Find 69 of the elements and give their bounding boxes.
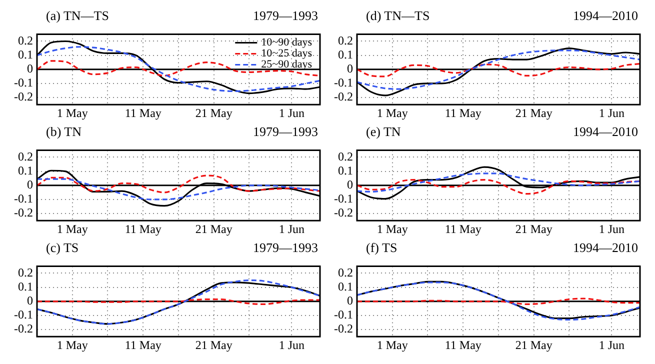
x-tick-label: 1 Jun bbox=[598, 106, 625, 120]
x-tick-label: 1 May bbox=[56, 338, 88, 352]
y-tick-label: -0.2 bbox=[14, 206, 33, 220]
x-tick-label: 11 May bbox=[444, 106, 482, 120]
y-tick-label: 0 bbox=[26, 178, 33, 192]
x-tick-label: 1 Jun bbox=[598, 222, 625, 236]
y-tick-label: 0.1 bbox=[338, 163, 353, 178]
legend-label: 10~90 days bbox=[261, 36, 312, 49]
y-tick-label: 0.2 bbox=[18, 33, 33, 48]
y-tick-label: 0 bbox=[26, 294, 33, 308]
y-tick-label: 0.1 bbox=[338, 279, 353, 294]
x-tick-label: 1 May bbox=[56, 222, 88, 236]
y-tick-label: 0 bbox=[26, 62, 33, 76]
x-tick-label: 1 May bbox=[376, 106, 408, 120]
x-tick-label: 21 May bbox=[515, 222, 552, 236]
y-tick-label: -0.1 bbox=[14, 308, 33, 322]
legend-label: 25~90 days bbox=[261, 58, 312, 71]
x-tick-label: 1 Jun bbox=[278, 222, 305, 236]
x-tick-label: 1 Jun bbox=[278, 338, 305, 352]
y-tick-label: 0.2 bbox=[338, 265, 353, 280]
chart-title: (d) TN—TS bbox=[366, 8, 430, 23]
x-tick-label: 21 May bbox=[195, 106, 232, 120]
legend-label: 10~25 days bbox=[261, 48, 312, 60]
x-tick-label: 11 May bbox=[124, 338, 162, 352]
x-tick-label: 11 May bbox=[444, 338, 482, 352]
y-tick-label: 0.1 bbox=[338, 47, 353, 62]
y-tick-label: -0.1 bbox=[14, 192, 33, 206]
chart-subtitle: 1994—2010 bbox=[573, 8, 638, 23]
x-tick-label: 11 May bbox=[124, 222, 162, 236]
x-tick-label: 21 May bbox=[515, 106, 552, 120]
y-tick-label: 0.2 bbox=[338, 33, 353, 48]
y-tick-label: 0 bbox=[346, 178, 353, 192]
y-tick-label: -0.1 bbox=[334, 308, 353, 322]
y-tick-label: -0.1 bbox=[334, 192, 353, 206]
y-tick-label: 0.2 bbox=[338, 149, 353, 164]
y-tick-label: -0.2 bbox=[334, 322, 353, 336]
chart-subtitle: 1979—1993 bbox=[253, 240, 318, 255]
chart-subtitle: 1979—1993 bbox=[253, 124, 318, 139]
y-tick-label: -0.2 bbox=[14, 90, 33, 104]
x-tick-label: 1 May bbox=[56, 106, 88, 120]
y-tick-label: 0.1 bbox=[18, 279, 33, 294]
x-tick-label: 1 May bbox=[376, 338, 408, 352]
y-tick-label: 0 bbox=[346, 62, 353, 76]
y-tick-label: -0.1 bbox=[14, 76, 33, 90]
chart-title: (e) TN bbox=[366, 124, 401, 139]
chart-subtitle: 1979—1993 bbox=[253, 8, 318, 23]
y-tick-label: 0.1 bbox=[18, 47, 33, 62]
y-tick-label: 0 bbox=[346, 294, 353, 308]
y-tick-label: 0.2 bbox=[18, 149, 33, 164]
x-tick-label: 1 Jun bbox=[278, 106, 305, 120]
chart-title: (f) TS bbox=[366, 240, 398, 255]
x-tick-label: 21 May bbox=[195, 338, 232, 352]
y-tick-label: -0.2 bbox=[334, 90, 353, 104]
chart-title: (c) TS bbox=[46, 240, 79, 255]
x-tick-label: 21 May bbox=[195, 222, 232, 236]
y-tick-label: 0.2 bbox=[18, 265, 33, 280]
y-tick-label: -0.2 bbox=[14, 322, 33, 336]
y-tick-label: 0.1 bbox=[18, 163, 33, 178]
y-tick-label: -0.2 bbox=[334, 206, 353, 220]
x-tick-label: 1 Jun bbox=[598, 338, 625, 352]
y-tick-label: -0.1 bbox=[334, 76, 353, 90]
x-tick-label: 21 May bbox=[515, 338, 552, 352]
chart-subtitle: 1994—2010 bbox=[573, 240, 638, 255]
chart-title: (b) TN bbox=[46, 124, 82, 139]
x-tick-label: 11 May bbox=[124, 106, 162, 120]
chart-title: (a) TN—TS bbox=[46, 8, 109, 23]
chart-subtitle: 1994—2010 bbox=[573, 124, 638, 139]
x-tick-label: 1 May bbox=[376, 222, 408, 236]
x-tick-label: 11 May bbox=[444, 222, 482, 236]
